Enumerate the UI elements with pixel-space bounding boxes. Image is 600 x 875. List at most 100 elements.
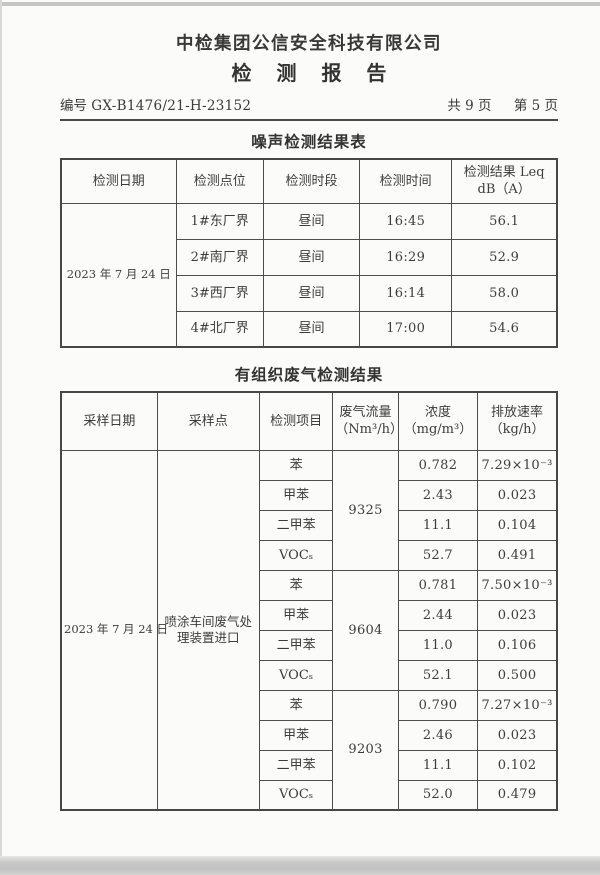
scan-edge-bottom (0, 856, 600, 875)
cell-sample-point: 喷涂车间废气处理装置进口 (156, 449, 260, 811)
gas-table-title: 有组织废气检测结果 (234, 365, 384, 384)
cell-concentration: 0.782 (397, 449, 479, 481)
page-current: 第 5 页 (513, 98, 558, 114)
cell-item: VOCₛ (258, 659, 334, 691)
cell-item: 二甲苯 (258, 509, 334, 541)
cell-period: 昼间 (262, 274, 361, 312)
cell-detection-date: 2023 年 7 月 24 日 (60, 202, 177, 348)
cell-item: 甲苯 (258, 599, 334, 631)
gas-header-row: 采样日期 采样点 检测项目 废气流量 （Nm³/h） 浓度 （mg/m³） 排放速率… (60, 391, 558, 451)
cell-period: 昼间 (262, 202, 361, 240)
gas-row: 苯 9604 0.781 7.50×10⁻³ (61, 569, 558, 691)
cell-concentration: 0.781 (397, 569, 479, 601)
cell-rate: 7.27×10⁻³ (477, 689, 558, 721)
column-header-flow: 废气流量 （Nm³/h） (332, 391, 403, 451)
cell-time: 17:00 (359, 310, 453, 348)
cell-result: 58.0 (451, 274, 558, 312)
cell-item: VOCₛ (258, 779, 334, 811)
cell-concentration: 52.1 (397, 659, 479, 691)
cell-point: 2#南厂界 (175, 238, 264, 276)
cell-rate: 0.479 (477, 779, 558, 811)
cell-concentration: 11.0 (397, 629, 479, 661)
noise-results-table: 检测日期 检测点位 检测时段 检测时间 检测结果 Leq dB（A） 2023 年… (60, 158, 558, 348)
column-header-point: 检测点位 (175, 158, 264, 204)
gas-row: VOCₛ 52.1 0.500 (61, 659, 558, 691)
noise-table-title: 噪声检测结果表 (251, 132, 367, 151)
page-indicator: 共 9 页 第 5 页 (429, 94, 558, 114)
cell-time: 16:45 (359, 202, 453, 240)
report-header: 中检集团公信安全科技有限公司 检 测 报 告 (60, 0, 558, 88)
cell-period: 昼间 (262, 310, 361, 348)
cell-item: 苯 (258, 689, 334, 721)
cell-result: 54.6 (451, 310, 558, 348)
cell-rate: 7.29×10⁻³ (477, 449, 558, 481)
noise-row: 2#南厂界 昼间 16:29 52.9 (61, 238, 558, 276)
column-header-concentration: 浓度 （mg/m³） (397, 391, 479, 451)
cell-concentration: 2.44 (397, 599, 479, 631)
cell-point: 1#东厂界 (175, 202, 264, 240)
gas-row: 甲苯 2.46 0.023 (61, 719, 558, 751)
cell-time: 16:29 (359, 238, 453, 276)
column-header-sample-date: 采样日期 (60, 391, 158, 451)
cell-rate: 0.500 (477, 659, 558, 691)
cell-rate: 7.50×10⁻³ (477, 569, 558, 601)
cell-concentration: 0.790 (397, 689, 479, 721)
report-title: 检 测 报 告 (231, 61, 396, 85)
cell-item: 甲苯 (258, 719, 334, 751)
company-name: 中检集团公信安全科技有限公司 (176, 34, 442, 54)
cell-item: 甲苯 (258, 479, 334, 511)
pages-total: 共 9 页 (447, 98, 492, 114)
scan-edge-top (0, 2, 600, 6)
column-header-period: 检测时段 (262, 158, 361, 204)
noise-row: 2023 年 7 月 24 日 1#东厂界 昼间 16:45 56.1 (60, 202, 558, 348)
cell-result: 52.9 (451, 238, 558, 276)
cell-period: 昼间 (262, 238, 361, 276)
cell-point: 4#北厂界 (175, 310, 264, 348)
report-number: 编号 GX-B1476/21-H-23152 (60, 94, 251, 114)
gas-results-table: 采样日期 采样点 检测项目 废气流量 （Nm³/h） 浓度 （mg/m³） 排放速率… (60, 391, 558, 811)
cell-rate: 0.023 (477, 479, 558, 511)
report-number-value: GX-B1476/21-H-23152 (91, 98, 252, 114)
gas-row: VOCₛ 52.0 0.479 (61, 779, 558, 811)
column-header-rate: 排放速率 （kg/h） (477, 391, 558, 451)
cell-item: 苯 (258, 449, 334, 481)
column-header-item: 检测项目 (258, 391, 334, 451)
report-content: 中检集团公信安全科技有限公司 检 测 报 告 编号 GX-B1476/21-H-… (60, 0, 558, 811)
column-header-sample-point: 采样点 (156, 391, 260, 451)
cell-concentration: 11.1 (397, 509, 479, 541)
cell-flow: 9325 (332, 449, 399, 571)
cell-rate: 0.102 (477, 749, 558, 781)
cell-result: 56.1 (451, 202, 558, 240)
scan-edge-left (0, 0, 2, 875)
cell-rate: 0.491 (477, 539, 558, 571)
cell-concentration: 52.7 (397, 539, 479, 571)
cell-concentration: 52.0 (397, 779, 479, 811)
cell-item: VOCₛ (258, 539, 334, 571)
noise-header-row: 检测日期 检测点位 检测时段 检测时间 检测结果 Leq dB（A） (60, 158, 558, 204)
cell-item: 二甲苯 (258, 749, 334, 781)
column-header-date: 检测日期 (60, 158, 177, 204)
noise-row: 4#北厂界 昼间 17:00 54.6 (61, 310, 558, 348)
gas-row: 苯 9203 0.790 7.27×10⁻³ (61, 689, 558, 811)
report-meta-row: 编号 GX-B1476/21-H-23152 共 9 页 第 5 页 (60, 94, 558, 121)
cell-concentration: 11.1 (397, 749, 479, 781)
column-header-time: 检测时间 (359, 158, 453, 204)
report-number-label: 编号 (60, 98, 87, 114)
cell-rate: 0.106 (477, 629, 558, 661)
cell-concentration: 2.46 (397, 719, 479, 751)
cell-rate: 0.104 (477, 509, 558, 541)
gas-row: VOCₛ 52.7 0.491 (61, 539, 558, 571)
cell-point: 3#西厂界 (175, 274, 264, 312)
column-header-result: 检测结果 Leq dB（A） (451, 158, 558, 204)
cell-sample-date: 2023 年 7 月 24 日 (60, 449, 168, 811)
cell-flow: 9604 (332, 569, 399, 691)
cell-item: 苯 (258, 569, 334, 601)
cell-rate: 0.023 (477, 719, 558, 751)
cell-concentration: 2.43 (397, 479, 479, 511)
cell-time: 16:14 (359, 274, 453, 312)
gas-row: 2023 年 7 月 24 日 喷涂车间废气处理装置进口 苯 9325 0.78… (60, 449, 558, 811)
cell-flow: 9203 (332, 689, 399, 811)
gas-row: 甲苯 2.43 0.023 (61, 479, 558, 511)
cell-item: 二甲苯 (258, 629, 334, 661)
